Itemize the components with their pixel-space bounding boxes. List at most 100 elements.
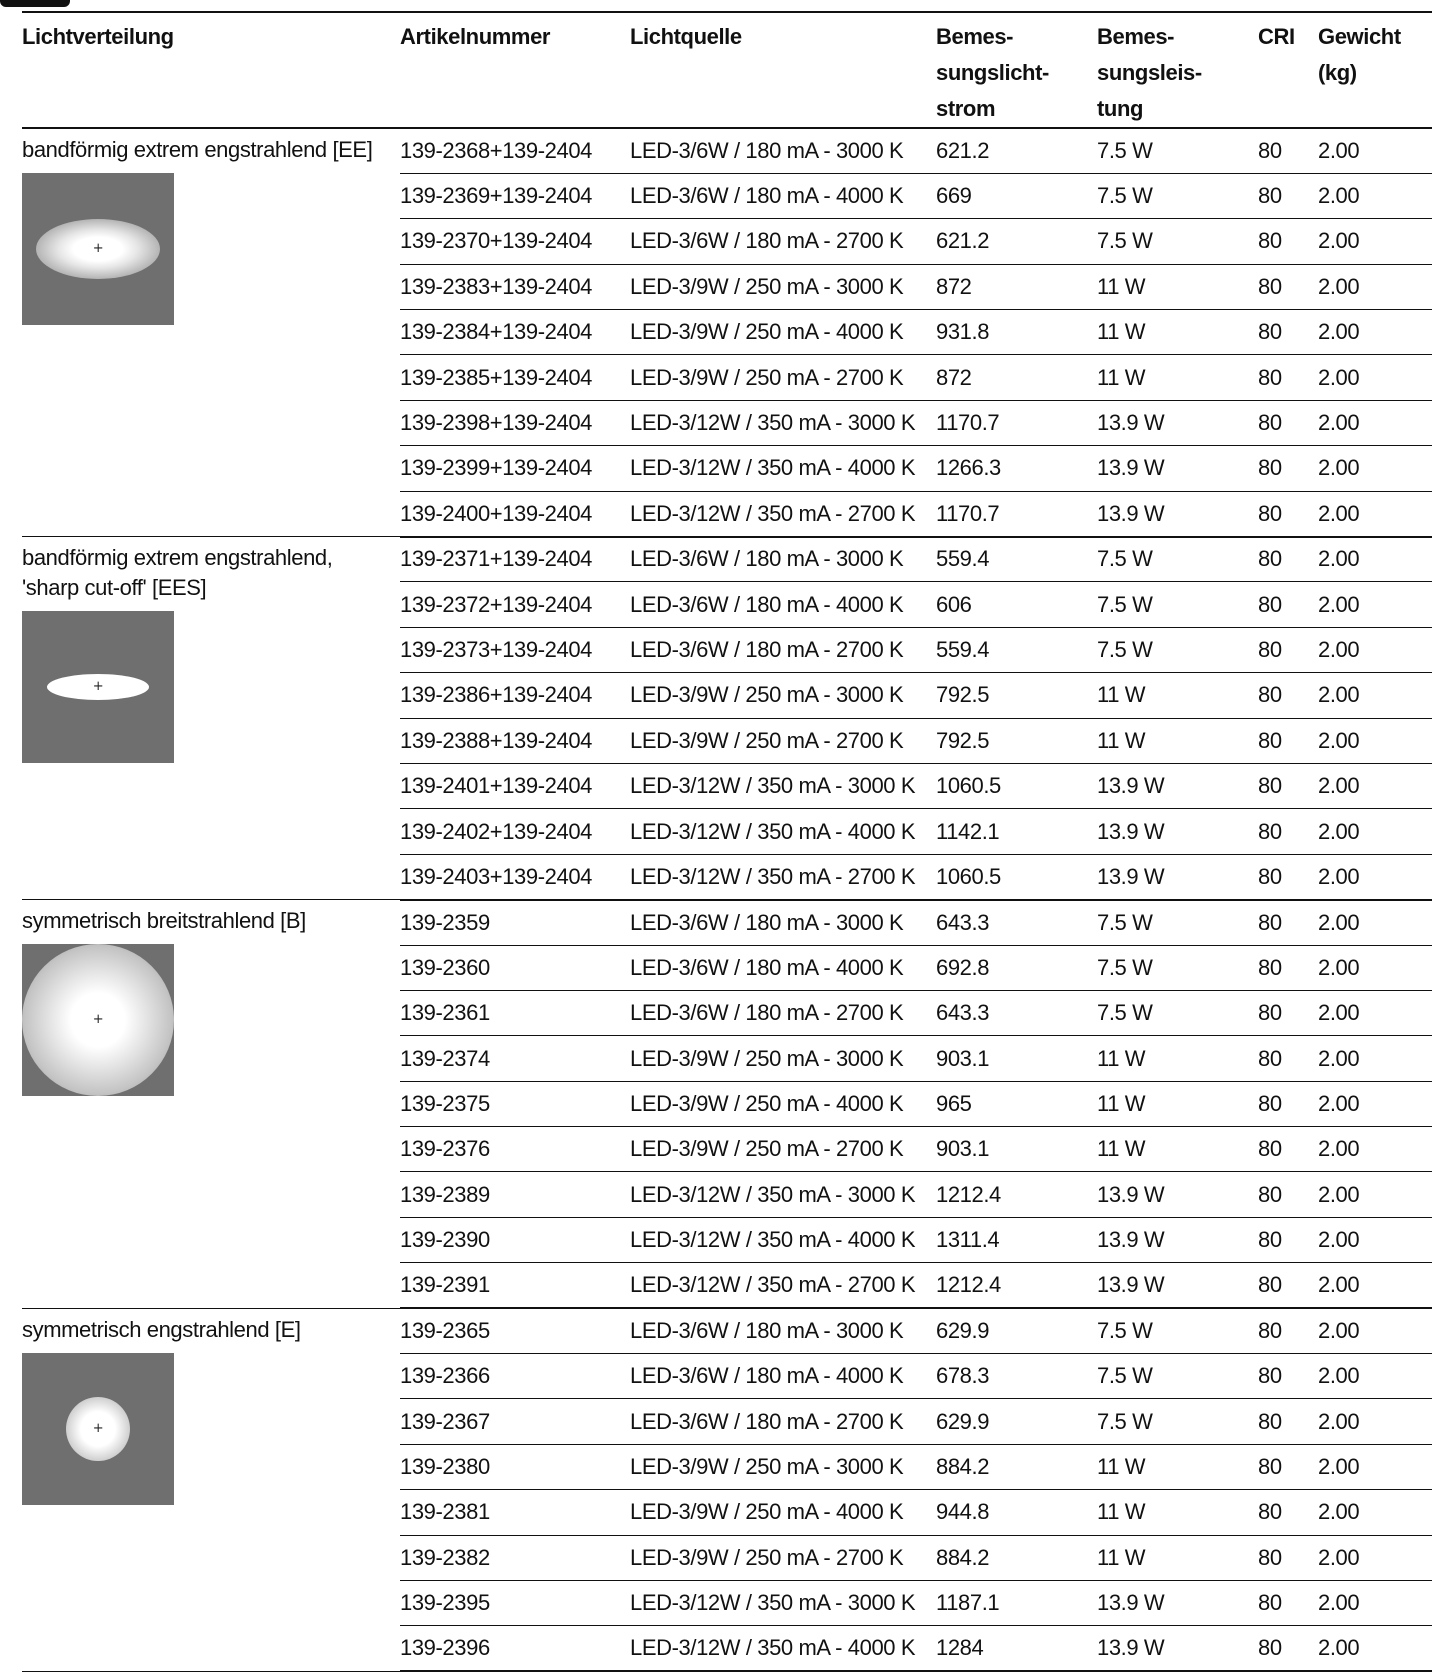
cri-cell: 80: [1258, 718, 1318, 764]
table-row: 139-2396 LED-3/12W / 350 mA - 4000 K 1284 1…: [22, 1625, 1432, 1672]
light-distribution-cell: symmetrisch engstrahlend [E] +: [22, 1308, 400, 1672]
weight-cell: 2.00: [1318, 1217, 1432, 1264]
article-number-cell: 139-2376: [400, 1126, 630, 1173]
article-number-cell: 139-2368+139-2404: [400, 128, 630, 174]
power-cell: 13.9 W: [1097, 763, 1258, 810]
cri-cell: 80: [1258, 899, 1318, 946]
table-row: 139-2385+139-2404 LED-3/9W / 250 mA - 270…: [22, 354, 1432, 401]
light-source-cell: LED-3/9W / 250 mA - 4000 K: [630, 1081, 936, 1128]
light-source-cell: LED-3/12W / 350 mA - 2700 K: [630, 1262, 936, 1310]
light-source-cell: LED-3/6W / 180 mA - 4000 K: [630, 581, 936, 628]
cri-cell: 80: [1258, 945, 1318, 991]
light-source-cell: LED-3/9W / 250 mA - 2700 K: [630, 1126, 936, 1173]
table-row: 139-2381 LED-3/9W / 250 mA - 4000 K 944.8 1…: [22, 1489, 1432, 1536]
light-source-cell: LED-3/6W / 180 mA - 3000 K: [630, 899, 936, 946]
weight-cell: 2.00: [1318, 718, 1432, 764]
light-source-cell: LED-3/6W / 180 mA - 4000 K: [630, 945, 936, 991]
table-row: 139-2388+139-2404 LED-3/9W / 250 mA - 270…: [22, 718, 1432, 764]
weight-cell: 2.00: [1318, 264, 1432, 311]
power-cell: 7.5 W: [1097, 945, 1258, 991]
table-row: 139-2382 LED-3/9W / 250 mA - 2700 K 884.2 1…: [22, 1535, 1432, 1582]
power-cell: 7.5 W: [1097, 128, 1258, 174]
light-distribution-e-icon: +: [22, 1352, 174, 1505]
light-distribution-cell: symmetrisch breitstrahlend [B] +: [22, 899, 400, 1309]
luminous-flux-cell: 792.5: [936, 718, 1097, 764]
power-cell: 13.9 W: [1097, 808, 1258, 855]
luminous-flux-cell: 903.1: [936, 1035, 1097, 1082]
article-number-cell: 139-2369+139-2404: [400, 173, 630, 220]
product-table: Lichtverteilung Artikelnummer Lichtquell…: [22, 13, 1432, 1672]
luminous-flux-cell: 884.2: [936, 1535, 1097, 1582]
light-spot: [66, 1396, 130, 1461]
table-row: 139-2389 LED-3/12W / 350 mA - 3000 K 1212.…: [22, 1171, 1432, 1218]
weight-cell: 2.00: [1318, 128, 1432, 174]
table-row: 139-2384+139-2404 LED-3/9W / 250 mA - 400…: [22, 309, 1432, 356]
table-row: 139-2402+139-2404 LED-3/12W / 350 mA - 40…: [22, 808, 1432, 855]
center-cross-icon: +: [92, 679, 104, 695]
cri-cell: 80: [1258, 1081, 1318, 1128]
article-number-cell: 139-2384+139-2404: [400, 309, 630, 356]
article-number-cell: 139-2402+139-2404: [400, 808, 630, 855]
luminous-flux-cell: 1187.1: [936, 1580, 1097, 1627]
weight-cell: 2.00: [1318, 763, 1432, 810]
table-row: bandförmig extrem engstrahlend [EE] +139-…: [22, 128, 1432, 538]
light-source-cell: LED-3/6W / 180 mA - 2700 K: [630, 1398, 936, 1445]
center-cross-icon: +: [92, 1420, 104, 1436]
header-bemessungslichtstrom: Bemes- sungslicht- strom: [936, 13, 1097, 129]
cri-cell: 80: [1258, 1262, 1318, 1310]
luminous-flux-cell: 1170.7: [936, 491, 1097, 538]
power-cell: 7.5 W: [1097, 899, 1258, 946]
article-number-cell: 139-2367: [400, 1398, 630, 1445]
cri-cell: 80: [1258, 1217, 1318, 1264]
power-cell: 13.9 W: [1097, 491, 1258, 538]
cri-cell: 80: [1258, 990, 1318, 1037]
luminous-flux-cell: 621.2: [936, 218, 1097, 265]
power-cell: 11 W: [1097, 354, 1258, 401]
weight-cell: 2.00: [1318, 536, 1432, 583]
center-cross-icon: +: [92, 1012, 104, 1028]
weight-cell: 2.00: [1318, 1580, 1432, 1627]
article-number-cell: 139-2374: [400, 1035, 630, 1082]
weight-cell: 2.00: [1318, 218, 1432, 265]
light-source-cell: LED-3/6W / 180 mA - 2700 K: [630, 990, 936, 1037]
cri-cell: 80: [1258, 536, 1318, 583]
light-spot: [22, 944, 174, 1097]
light-distribution-cell: bandförmig extrem engstrahlend, 'sharp c…: [22, 536, 400, 901]
weight-cell: 2.00: [1318, 491, 1432, 538]
cri-cell: 80: [1258, 1398, 1318, 1445]
table-row: symmetrisch breitstrahlend [B] +139-2359 L…: [22, 899, 1432, 1309]
weight-cell: 2.00: [1318, 899, 1432, 946]
light-source-cell: LED-3/6W / 180 mA - 3000 K: [630, 1308, 936, 1355]
power-cell: 11 W: [1097, 1444, 1258, 1491]
cri-cell: 80: [1258, 491, 1318, 538]
header-lichtquelle: Lichtquelle: [630, 13, 936, 129]
table-row: 139-2398+139-2404 LED-3/12W / 350 mA - 30…: [22, 400, 1432, 447]
article-number-cell: 139-2396: [400, 1625, 630, 1672]
table-row: bandförmig extrem engstrahlend, 'sharp c…: [22, 536, 1432, 901]
table-row: 139-2380 LED-3/9W / 250 mA - 3000 K 884.2 1…: [22, 1444, 1432, 1491]
cri-cell: 80: [1258, 763, 1318, 810]
light-distribution-label: symmetrisch engstrahlend [E]: [22, 1316, 301, 1342]
cri-cell: 80: [1258, 672, 1318, 719]
weight-cell: 2.00: [1318, 173, 1432, 220]
luminous-flux-cell: 643.3: [936, 899, 1097, 946]
weight-cell: 2.00: [1318, 1535, 1432, 1582]
article-number-cell: 139-2391: [400, 1262, 630, 1310]
table-row: 139-2390 LED-3/12W / 350 mA - 4000 K 1311.…: [22, 1217, 1432, 1264]
light-source-cell: LED-3/12W / 350 mA - 3000 K: [630, 400, 936, 447]
weight-cell: 2.00: [1318, 445, 1432, 492]
article-number-cell: 139-2359: [400, 899, 630, 946]
cri-cell: 80: [1258, 1489, 1318, 1536]
weight-cell: 2.00: [1318, 1489, 1432, 1536]
cri-cell: 80: [1258, 1580, 1318, 1627]
luminous-flux-cell: 692.8: [936, 945, 1097, 991]
cri-cell: 80: [1258, 1625, 1318, 1672]
light-source-cell: LED-3/12W / 350 mA - 4000 K: [630, 1217, 936, 1264]
cri-cell: 80: [1258, 1126, 1318, 1173]
power-cell: 11 W: [1097, 718, 1258, 764]
article-number-cell: 139-2389: [400, 1171, 630, 1218]
article-number-cell: 139-2398+139-2404: [400, 400, 630, 447]
luminous-flux-cell: 629.9: [936, 1398, 1097, 1445]
header-artikelnummer: Artikelnummer: [400, 13, 630, 129]
weight-cell: 2.00: [1318, 581, 1432, 628]
